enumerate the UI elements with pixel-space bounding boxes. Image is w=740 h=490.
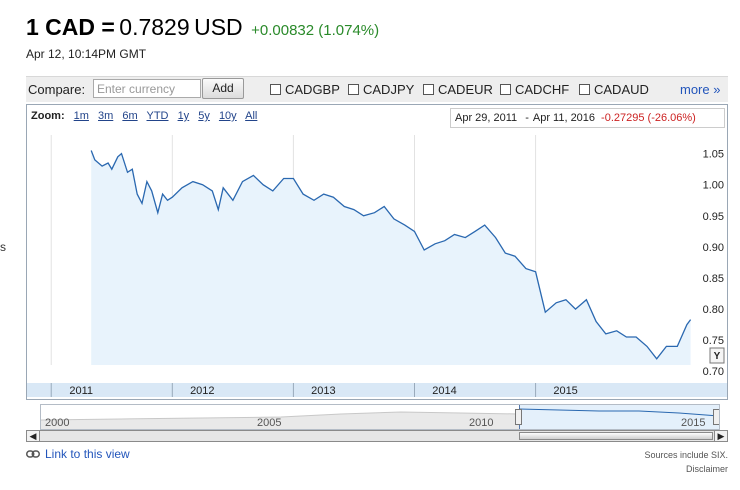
overview-navigator[interactable]: 2000 2005 2010 2015: [40, 404, 720, 430]
rate-change: +0.00832 (1.074%): [251, 22, 380, 39]
compare-currency-input[interactable]: [93, 79, 201, 98]
x-tick-label-2014: 2014: [432, 385, 456, 397]
series-area: [91, 150, 691, 365]
series-line[interactable]: [90, 150, 692, 360]
pair-label: 1 CAD =: [26, 14, 115, 40]
y-tick-label: 0.85: [703, 273, 724, 285]
zoom-10y[interactable]: 10y: [218, 110, 237, 122]
overview-label-2015: 2015: [681, 417, 706, 429]
chain-link-icon: [26, 450, 40, 458]
arrow-left-icon[interactable]: ◀: [27, 431, 40, 441]
y-tick-label: 0.90: [703, 242, 724, 254]
date-range-box: Apr 29, 2011 - Apr 11, 2016 -0.27295 (-2…: [450, 108, 725, 128]
y-tick-label: 0.80: [703, 304, 724, 316]
link-to-view[interactable]: Link to this view: [26, 447, 130, 461]
link-to-view-label: Link to this view: [45, 447, 130, 461]
compare-label-cadchf: CADCHF: [515, 81, 570, 97]
price-chart[interactable]: 1.051.000.950.900.850.800.750.70 2011 201…: [27, 129, 727, 399]
quote-currency: USD: [194, 14, 243, 40]
zoom-1m[interactable]: 1m: [73, 110, 89, 122]
chart-frame[interactable]: Zoom: 1m 3m 6m YTD 1y 5y 10y All Apr 29,…: [26, 104, 728, 400]
compare-cadgbp[interactable]: CADGBP: [270, 81, 340, 97]
overview-label-2005: 2005: [257, 417, 282, 429]
range-start-date[interactable]: Apr 29, 2011: [455, 112, 518, 124]
checkbox-cadgbp[interactable]: [270, 83, 281, 95]
checkbox-cadchf[interactable]: [500, 83, 511, 95]
compare-cadjpy[interactable]: CADJPY: [348, 81, 414, 97]
y-tick-label: 0.95: [703, 211, 724, 223]
overview-handle-right[interactable]: [713, 409, 719, 425]
checkbox-cadaud[interactable]: [579, 83, 590, 95]
x-axis-band: [27, 383, 727, 397]
overview-label-2000: 2000: [45, 417, 70, 429]
scrollbar-thumb[interactable]: [519, 432, 713, 440]
overview-selected-line: [519, 408, 719, 417]
compare-label-cadgbp: CADGBP: [285, 81, 340, 97]
zoom-ytd[interactable]: YTD: [146, 110, 169, 122]
range-separator: -: [525, 112, 529, 124]
compare-label-cadaud: CADAUD: [594, 81, 649, 97]
overview-handle-left[interactable]: [515, 409, 522, 425]
compare-label-cadjpy: CADJPY: [363, 81, 415, 97]
y-tick-label: 0.70: [703, 366, 724, 378]
x-tick-label-2012: 2012: [190, 385, 214, 397]
compare-label: Compare:: [28, 82, 86, 97]
compare-bar: Compare: Add CADGBP CADJPY CADEUR CADCHF…: [26, 76, 728, 102]
arrow-right-icon[interactable]: ▶: [714, 431, 727, 441]
zoom-bar: Zoom: 1m 3m 6m YTD 1y 5y 10y All: [31, 110, 263, 122]
side-stub-text: s: [0, 240, 6, 254]
x-tick-label-2011: 2011: [69, 385, 93, 397]
quote-timestamp: Apr 12, 10:14PM GMT: [26, 47, 147, 61]
y-tick-label: 1.00: [703, 180, 724, 192]
zoom-all[interactable]: All: [245, 110, 258, 122]
svg-text:Y: Y: [714, 351, 721, 362]
compare-cadeur[interactable]: CADEUR: [423, 81, 493, 97]
y-axis: 1.05 1.00 0.95 0.90 0.85 0.80 0.75 0.70: [703, 149, 724, 379]
x-tick-label-2015: 2015: [553, 385, 577, 397]
compare-cadaud[interactable]: CADAUD: [579, 81, 649, 97]
zoom-label: Zoom:: [31, 110, 65, 122]
sources-note: Sources include SIX.: [644, 450, 728, 460]
range-end-date[interactable]: Apr 11, 2016: [532, 112, 596, 124]
quote-header: 1 CAD = 0.7829 USD +0.00832 (1.074%): [26, 14, 379, 41]
checkbox-cadjpy[interactable]: [348, 83, 359, 95]
overview-selection[interactable]: [519, 405, 719, 429]
more-link[interactable]: more »: [680, 82, 721, 97]
compare-cadchf[interactable]: CADCHF: [500, 81, 569, 97]
compare-label-cadeur: CADEUR: [438, 81, 493, 97]
range-change: -0.27295 (-26.06%): [601, 112, 696, 124]
x-tick-label-2013: 2013: [311, 385, 335, 397]
zoom-3m[interactable]: 3m: [98, 110, 114, 122]
chart-area-layer: [90, 150, 692, 365]
y-tick-label: 1.05: [703, 149, 724, 161]
checkbox-cadeur[interactable]: [423, 83, 434, 95]
zoom-1y[interactable]: 1y: [177, 110, 190, 122]
disclaimer-link[interactable]: Disclaimer: [685, 464, 728, 474]
rate-value: 0.7829: [119, 14, 190, 40]
add-button[interactable]: Add: [202, 78, 244, 99]
overview-label-2010: 2010: [469, 417, 494, 429]
y-tick-label: 0.75: [703, 335, 724, 347]
zoom-6m[interactable]: 6m: [122, 110, 138, 122]
x-axis: 2011 2012 2013 2014 2015: [27, 383, 727, 397]
zoom-5y[interactable]: 5y: [198, 110, 210, 122]
y-scale-button[interactable]: Y: [709, 347, 725, 364]
navigator-scrollbar[interactable]: ◀ ▶: [26, 430, 728, 442]
